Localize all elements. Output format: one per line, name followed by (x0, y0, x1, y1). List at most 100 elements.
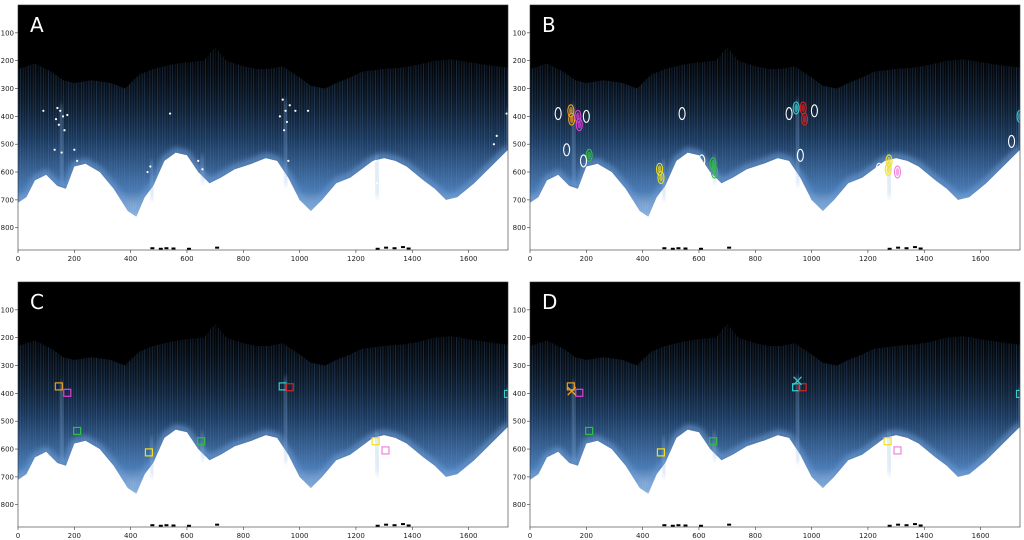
axes-frame (529, 281, 1021, 528)
detection-dot (63, 129, 66, 132)
detection-dot (284, 109, 287, 112)
cluster-ellipse (1008, 134, 1016, 148)
plume (1017, 387, 1020, 427)
bottom-blip (384, 246, 389, 249)
x-tick-label: 400 (124, 532, 137, 540)
panel-label: C (30, 290, 44, 314)
bottom-blip (676, 247, 681, 250)
x-tick-label: 1200 (347, 255, 365, 263)
cluster-ellipse (810, 104, 818, 118)
plume (570, 382, 577, 461)
y-tick-label: 300 (513, 362, 526, 370)
x-tick-label: 800 (749, 255, 762, 263)
cross-marker (793, 376, 802, 386)
x-tick-label: 600 (180, 255, 193, 263)
panel-label: D (542, 290, 557, 314)
cluster-ellipse-fill (577, 120, 582, 129)
x-tick-label: 800 (237, 532, 250, 540)
panel-c: C 0 200 400 600 800 1000 1200 1400 1600 100 200 300 4… (1, 281, 509, 540)
detection-dot (287, 159, 290, 163)
y-tick-label: 800 (513, 224, 526, 232)
detection-dot (73, 148, 76, 151)
bottom-blip (392, 524, 397, 527)
detection-dot (59, 109, 62, 112)
centroid-square (883, 437, 892, 446)
y-tick-label: 400 (1, 113, 14, 121)
bottom-blip (676, 524, 681, 527)
echo-band (18, 46, 508, 217)
plume (505, 387, 508, 427)
bottom-blip (904, 247, 909, 250)
detection-dot (168, 112, 172, 115)
detection-dot (60, 151, 63, 154)
echo-band (530, 46, 1020, 217)
detection-dot (61, 115, 65, 118)
cluster-ellipse-fill (802, 115, 807, 124)
cluster-ellipse-fill (659, 173, 663, 182)
centroid-square (1015, 389, 1020, 399)
cluster-ellipse-fill (886, 165, 891, 174)
y-tick-label: 800 (513, 501, 526, 509)
y-tick-label: 600 (513, 446, 526, 454)
centroid-square (708, 437, 718, 446)
x-tick-label: 200 (580, 532, 593, 540)
plume (505, 110, 508, 150)
detection-dot (373, 170, 376, 174)
axes-frame (17, 281, 509, 528)
plume (282, 376, 289, 464)
y-tick-label: 500 (513, 141, 526, 149)
detection-dot (306, 109, 310, 112)
detection-dot (294, 109, 297, 112)
y-tick-label: 200 (513, 57, 526, 65)
y-tick-label: 500 (1, 418, 14, 426)
bottom-blip (670, 524, 675, 527)
y-tick-label: 600 (513, 169, 526, 177)
x-tick-label: 0 (528, 255, 532, 263)
ground-region (18, 149, 508, 250)
cluster-ellipse (585, 148, 593, 162)
detection-dot (288, 104, 291, 107)
detection-dot (283, 129, 286, 132)
x-tick-label: 800 (237, 255, 250, 263)
detection-dot (76, 159, 79, 163)
plume (58, 105, 65, 184)
y-tick-label: 700 (513, 196, 526, 204)
detection-dot (495, 134, 498, 137)
bottom-blip (150, 524, 155, 527)
x-tick-label: 1400 (403, 532, 421, 540)
plume (374, 155, 380, 198)
x-tick-label: 400 (124, 255, 137, 263)
cluster-ellipse (792, 101, 800, 115)
bottom-blip (918, 524, 923, 527)
y-tick-label: 100 (1, 29, 14, 37)
x-tick-label: 1400 (915, 255, 933, 263)
bottom-blip (662, 247, 667, 250)
centroid-square (73, 426, 82, 436)
plume (711, 432, 718, 461)
cluster-ellipse (796, 148, 804, 162)
x-tick-label: 1200 (347, 532, 365, 540)
panel-d: D 0 200 400 600 800 1000 1200 1400 1600 100 200 300 4… (513, 281, 1021, 540)
detection-dot (194, 173, 197, 176)
detection-dot (53, 148, 56, 151)
axes-frame (529, 4, 1021, 251)
plume (374, 432, 380, 475)
detection-dot (278, 115, 281, 118)
centroid-square (144, 448, 154, 457)
centroid-square (381, 446, 390, 455)
y-tick-label: 400 (513, 390, 526, 398)
bottom-blip (698, 524, 703, 527)
bottom-blip (727, 246, 732, 249)
y-tick-label: 300 (1, 362, 14, 370)
bottom-blip (164, 524, 169, 527)
bottom-blip (683, 247, 688, 250)
x-tick-label: 1600 (972, 255, 990, 263)
bottom-blip (727, 523, 732, 526)
cluster-ellipse (785, 107, 793, 121)
plume (660, 437, 667, 477)
x-tick-label: 1000 (291, 532, 309, 540)
bottom-blip (375, 247, 380, 250)
x-tick-label: 400 (636, 532, 649, 540)
axes-frame (17, 4, 509, 251)
x-tick-label: 1200 (859, 255, 877, 263)
